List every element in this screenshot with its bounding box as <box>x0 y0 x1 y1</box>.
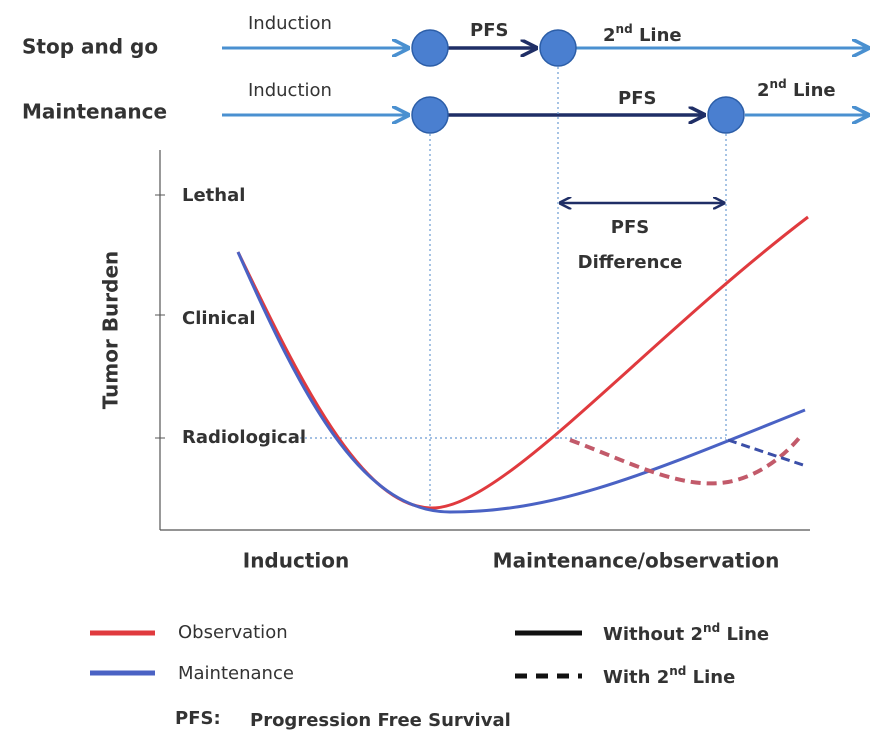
legend-label: Observation <box>178 622 288 643</box>
node <box>539 29 577 67</box>
footnote-text: Progression Free Survival <box>250 710 511 731</box>
sup: nd <box>669 664 686 678</box>
x-phase: Maintenance/observation <box>493 549 780 573</box>
sup: nd <box>703 621 720 635</box>
word: Line <box>720 624 769 645</box>
num: 2 <box>603 25 616 46</box>
observation-2nd-line <box>569 435 802 486</box>
num: 2 <box>757 80 770 101</box>
row-label: Stop and go <box>22 35 158 59</box>
word: Line <box>633 25 682 46</box>
node <box>411 96 449 134</box>
level-label: Radiological <box>182 427 306 448</box>
observation-curve <box>236 215 809 510</box>
annotation: Difference <box>578 252 683 273</box>
phase-label: 2nd Line <box>757 77 836 102</box>
maintenance-curve <box>236 251 806 514</box>
y-title: Tumor Burden <box>99 251 123 410</box>
node <box>707 96 745 134</box>
x-phase: Induction <box>243 549 349 573</box>
footnote-abbr: PFS: <box>175 708 221 729</box>
legend-label: Without 2nd Line <box>603 621 769 646</box>
word: Without <box>603 624 691 645</box>
phase-label: PFS <box>470 20 508 41</box>
sup: nd <box>616 22 633 36</box>
phase-label: Induction <box>248 13 332 34</box>
num: 2 <box>691 624 704 645</box>
row-label: Maintenance <box>22 100 167 124</box>
level-label: Clinical <box>182 308 256 329</box>
word: With <box>603 667 657 688</box>
annotation: PFS <box>611 217 649 238</box>
word: Line <box>787 80 836 101</box>
node <box>411 29 449 67</box>
phase-label: Induction <box>248 80 332 101</box>
level-label: Lethal <box>182 185 245 206</box>
sup: nd <box>770 77 787 91</box>
legend-label: Maintenance <box>178 663 294 684</box>
word: Line <box>686 667 735 688</box>
legend-label: With 2nd Line <box>603 664 735 689</box>
num: 2 <box>657 667 670 688</box>
phase-label: 2nd Line <box>603 22 682 47</box>
phase-label: PFS <box>618 88 656 109</box>
